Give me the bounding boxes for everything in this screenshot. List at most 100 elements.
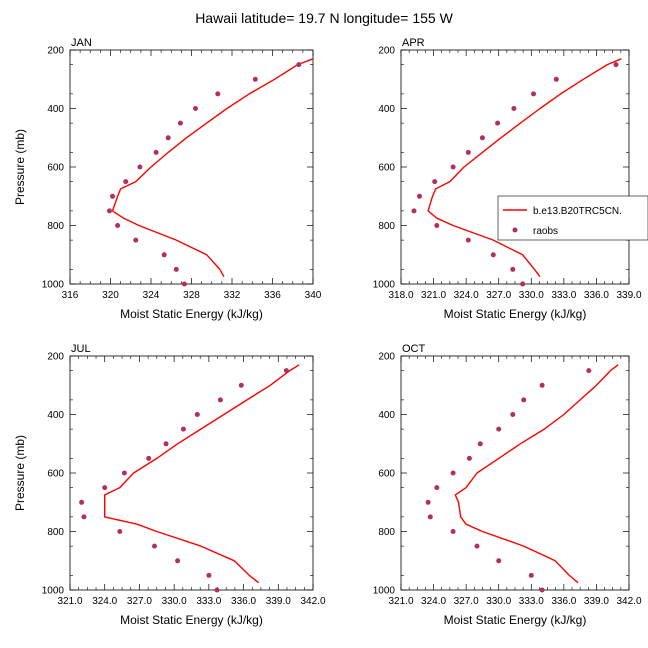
obs-point <box>175 558 181 564</box>
figure-title: Hawaii latitude= 19.7 N longitude= 155 W <box>195 10 453 26</box>
x-tick-label: 321.0 <box>57 596 82 607</box>
x-tick-label: 342.0 <box>616 596 641 607</box>
obs-point <box>123 179 129 185</box>
x-tick-label: 339.0 <box>584 596 609 607</box>
obs-point <box>180 426 186 432</box>
obs-point <box>215 91 221 97</box>
x-tick-label: 324.0 <box>92 596 117 607</box>
y-tick-label: 600 <box>47 469 64 480</box>
obs-point <box>496 426 502 432</box>
model-line <box>454 364 619 584</box>
obs-point <box>153 149 159 155</box>
x-tick-label: 339.0 <box>616 290 641 301</box>
x-axis-label: Moist Static Energy (kJ/kg) <box>444 613 587 627</box>
obs-point <box>173 266 179 272</box>
obs-point <box>165 135 171 141</box>
obs-point <box>520 281 526 287</box>
y-tick-label: 1000 <box>373 586 396 597</box>
obs-point <box>214 587 220 593</box>
obs-point <box>115 223 121 228</box>
panel-oct: OCT 321.0 324.0 327.0 330.0 333.0 336.0 339.0 34… <box>373 343 642 627</box>
obs-point <box>553 76 559 82</box>
obs-point <box>496 558 502 564</box>
obs-point <box>450 164 456 170</box>
obs-point <box>417 193 422 199</box>
obs-point <box>465 237 471 243</box>
x-tick-label: 327.0 <box>454 596 479 607</box>
y-tick-label: 400 <box>378 410 395 421</box>
panel-title: APR <box>402 37 425 49</box>
x-axis-label: Moist Static Energy (kJ/kg) <box>120 307 263 321</box>
obs-point <box>613 62 619 68</box>
y-tick-label: 200 <box>47 352 64 363</box>
plot-frame <box>400 49 630 285</box>
obs-point <box>81 514 87 520</box>
obs-point <box>121 470 127 476</box>
obs-point <box>296 62 302 68</box>
x-tick-label: 324.0 <box>421 596 446 607</box>
x-tick-label: 324 <box>143 290 160 301</box>
obs-point <box>450 470 456 476</box>
obs-point <box>117 529 123 534</box>
obs-point <box>425 499 431 505</box>
obs-point <box>133 237 139 243</box>
obs-point <box>252 76 258 82</box>
x-tick-label: 324.0 <box>454 290 479 301</box>
x-tick-label: 333.0 <box>196 596 221 607</box>
obs-point <box>238 382 244 388</box>
obs-point <box>510 412 516 417</box>
x-tick-label: 336.0 <box>551 596 576 607</box>
model-line <box>427 58 622 278</box>
x-tick-label: 321.0 <box>421 290 446 301</box>
obs-point <box>490 252 496 258</box>
obs-point <box>528 572 534 578</box>
obs-point <box>217 397 223 403</box>
plot-frame <box>69 355 314 591</box>
obs-point <box>510 266 516 272</box>
x-tick-label: 336.0 <box>231 596 256 607</box>
y-tick-label: 1000 <box>373 280 396 291</box>
obs-point <box>531 91 536 97</box>
y-tick-label: 200 <box>378 352 395 363</box>
obs-point <box>137 164 143 170</box>
obs-point <box>539 587 545 593</box>
obs-point <box>474 543 480 549</box>
obs-point <box>434 223 440 228</box>
obs-point <box>434 485 440 491</box>
y-tick-label: 400 <box>378 104 395 115</box>
obs-point <box>427 514 433 520</box>
x-tick-label: 336.0 <box>584 290 609 301</box>
panel-jan: JAN 316 320 324 328 332 336 340 200 400 600 800 1000… <box>13 37 322 321</box>
obs-point <box>161 252 167 258</box>
legend: b.e13.B20TRC5CN. raobs <box>497 195 648 241</box>
plot-frame <box>400 355 630 591</box>
obs-point <box>163 441 169 447</box>
obs-point <box>521 397 527 403</box>
y-tick-label: 800 <box>378 221 395 232</box>
x-tick-label: 316 <box>62 290 79 301</box>
panel-title: JUL <box>71 343 91 355</box>
obs-point <box>466 455 472 461</box>
y-axis-label: Pressure (mb) <box>13 435 27 511</box>
obs-point <box>79 499 85 505</box>
y-tick-label: 200 <box>378 46 395 57</box>
obs-point <box>193 106 198 111</box>
obs-point <box>465 149 471 155</box>
y-tick-label: 600 <box>378 163 395 174</box>
x-tick-label: 321.0 <box>388 596 413 607</box>
obs-point <box>495 120 501 126</box>
obs-point <box>102 485 108 491</box>
obs-point <box>511 106 517 111</box>
plot-frame <box>69 49 314 285</box>
x-tick-label: 318.0 <box>388 290 413 301</box>
panel-title: OCT <box>402 343 426 355</box>
panel-jul: JUL 321.0 324.0 327.0 330.0 333.0 336.0 339.0 34… <box>13 343 326 627</box>
x-tick-label: 342.0 <box>300 596 325 607</box>
obs-point <box>450 529 456 534</box>
x-tick-label: 320 <box>102 290 119 301</box>
obs-point <box>110 193 115 199</box>
y-tick-label: 200 <box>47 46 64 57</box>
obs-point <box>177 120 183 126</box>
y-tick-label: 600 <box>47 163 64 174</box>
x-axis-label: Moist Static Energy (kJ/kg) <box>120 613 263 627</box>
